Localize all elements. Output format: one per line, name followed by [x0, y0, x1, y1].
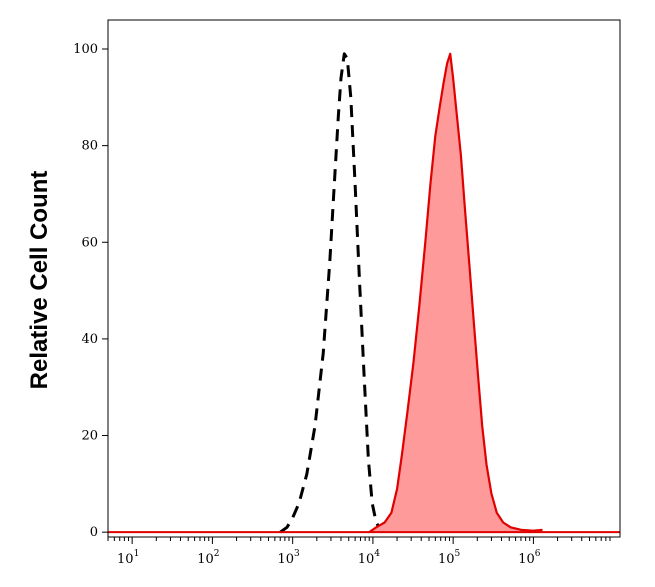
y-tick-label: 60	[81, 235, 98, 250]
x-tick-label: 103	[278, 549, 301, 567]
series-area-fill	[369, 53, 543, 533]
y-tick-label: 40	[81, 332, 98, 347]
x-tick-label: 101	[117, 549, 139, 567]
y-tick-label: 20	[81, 429, 98, 444]
series-line-filled	[368, 52, 543, 534]
y-tick-label: 100	[73, 42, 98, 57]
plot-frame	[107, 19, 621, 538]
y-tick-label: 80	[81, 139, 98, 154]
y-axis-label: Relative Cell Count	[26, 171, 53, 390]
series-line-dashed	[279, 52, 384, 534]
x-tick-label: 106	[518, 549, 541, 567]
x-tick-label: 104	[358, 549, 381, 567]
x-tick-label: 105	[438, 549, 461, 567]
x-tick-label: 102	[197, 549, 219, 567]
y-tick-label: 0	[90, 525, 98, 540]
